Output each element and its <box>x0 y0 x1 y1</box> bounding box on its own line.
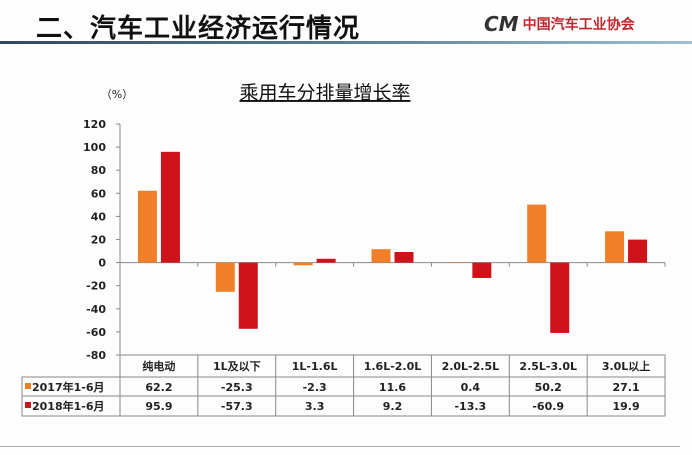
y-tick-label: -40 <box>86 303 106 316</box>
x-category-label: 2.0L-2.5L <box>442 360 500 373</box>
bar <box>628 239 648 263</box>
bar <box>371 249 391 263</box>
y-tick-label: 20 <box>91 234 107 247</box>
data-label: 95.9 <box>145 400 172 413</box>
x-category-label: 2.5L-3.0L <box>519 360 577 373</box>
y-tick-label: 40 <box>91 210 107 223</box>
data-label: -13.3 <box>454 400 486 413</box>
x-category-label: 纯电动 <box>142 359 175 373</box>
heading-rule <box>0 41 692 44</box>
data-label: 62.2 <box>145 381 172 394</box>
bar <box>316 258 336 263</box>
y-tick-label: -60 <box>86 326 106 339</box>
data-label: 19.9 <box>613 400 640 413</box>
y-tick-label: 80 <box>91 164 107 177</box>
logo-mark: CM <box>484 12 519 36</box>
data-label: -25.3 <box>221 381 253 394</box>
y-tick-label: 0 <box>98 257 106 270</box>
y-tick-label: -80 <box>86 349 106 362</box>
bar <box>160 151 180 263</box>
bar <box>137 190 157 263</box>
bar <box>238 262 258 329</box>
bar <box>605 231 625 263</box>
x-category-label: 1.6L-2.0L <box>364 360 422 373</box>
slide-heading: 二、汽车工业经济运行情况 <box>36 14 361 44</box>
y-tick-label: 60 <box>91 187 107 200</box>
logo-name: 中国汽车工业协会 <box>522 17 635 33</box>
bar <box>394 251 414 263</box>
data-label: 3.3 <box>305 400 325 413</box>
y-axis-label: （%） <box>101 88 133 101</box>
bar <box>472 262 492 278</box>
bottom-rule <box>0 446 680 447</box>
logo: CM 中国汽车工业协会 <box>484 12 635 36</box>
data-label: 50.2 <box>535 381 562 394</box>
bar <box>527 204 547 263</box>
y-tick-label: 100 <box>83 141 106 154</box>
y-tick-label: -20 <box>86 280 106 293</box>
bar <box>293 262 313 266</box>
x-category-label: 1L及以下 <box>213 360 261 373</box>
data-label: 11.6 <box>379 381 406 394</box>
x-category-label: 1L-1.6L <box>292 360 338 373</box>
legend-swatch <box>25 402 31 408</box>
data-label: 27.1 <box>613 381 640 394</box>
data-label: -2.3 <box>303 381 327 394</box>
bar <box>215 262 235 292</box>
data-label: -57.3 <box>221 400 253 413</box>
legend-label: 2018年1-6月 <box>32 399 105 413</box>
legend-label: 2017年1-6月 <box>32 380 105 394</box>
data-label: 0.4 <box>461 381 481 394</box>
legend-swatch <box>25 383 31 389</box>
bar <box>550 262 570 333</box>
y-tick-label: 120 <box>83 118 106 131</box>
x-category-label: 3.0L以上 <box>602 359 651 373</box>
data-label: -60.9 <box>532 400 564 413</box>
data-label: 9.2 <box>383 400 403 413</box>
chart-title: 乘用车分排量增长率 <box>239 82 410 104</box>
